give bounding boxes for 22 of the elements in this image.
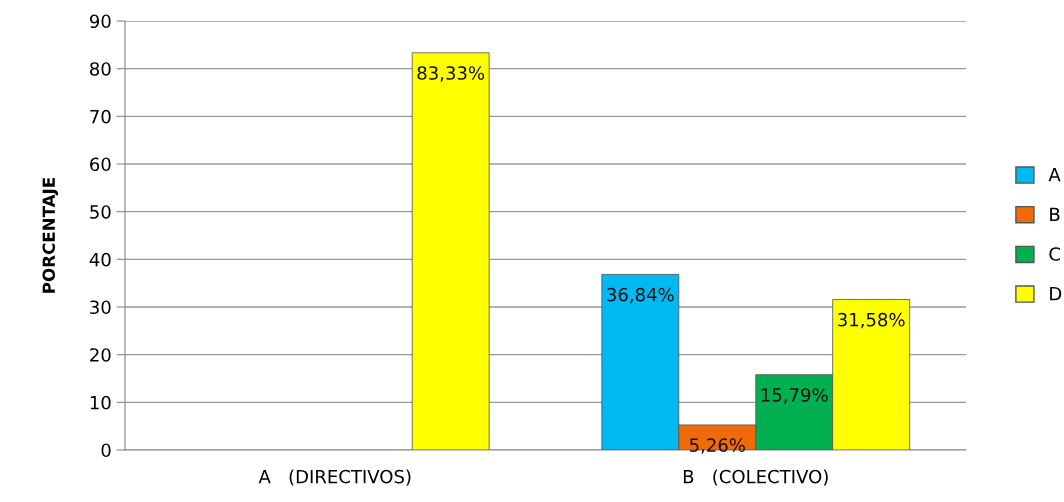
y-tick-label: 10 xyxy=(90,395,111,410)
y-axis-title: PORCENTAJE xyxy=(42,178,59,293)
legend-label: A xyxy=(1048,168,1061,182)
legend-label: D xyxy=(1050,287,1062,301)
bar xyxy=(411,52,490,450)
y-tick-label: 30 xyxy=(90,300,111,315)
legend-label: B xyxy=(1050,207,1060,221)
y-tick-label: 80 xyxy=(90,62,111,76)
y-tick-label: 90 xyxy=(89,14,111,29)
x-tick-label: B (COLECTIVO) xyxy=(683,469,828,486)
y-tick-label: 0 xyxy=(101,443,111,458)
y-tick-label: 50 xyxy=(90,205,111,219)
y-tick-label: 70 xyxy=(90,109,111,124)
data-label: 15,79% xyxy=(761,388,828,404)
legend-label: C xyxy=(1049,247,1061,261)
data-label: 83,33% xyxy=(417,66,485,82)
y-tick-label: 20 xyxy=(90,348,111,362)
data-label: 31,58% xyxy=(838,312,905,329)
data-label: 36,84% xyxy=(607,287,674,304)
y-tick-label: 40 xyxy=(89,252,111,267)
x-tick-label: A (DIRECTIVOS) xyxy=(258,469,411,486)
y-tick-label: 60 xyxy=(90,157,111,172)
